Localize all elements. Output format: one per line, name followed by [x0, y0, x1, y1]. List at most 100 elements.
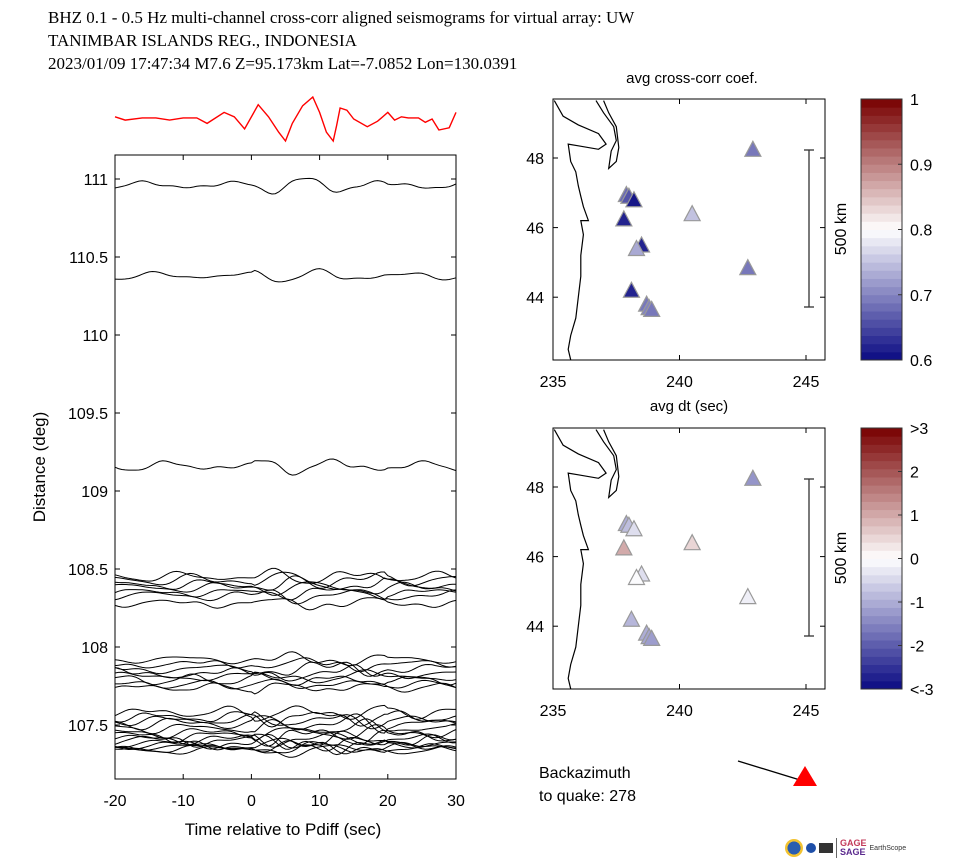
- seismogram-trace: [115, 678, 457, 690]
- backazimuth-label: Backazimuth: [539, 765, 631, 782]
- station-triangle: [622, 609, 641, 627]
- seismogram-trace: [114, 458, 457, 476]
- y-tick-label: 109: [81, 484, 108, 501]
- colorbar-swatch: [861, 574, 902, 584]
- seismogram-trace: [114, 682, 457, 695]
- colorbar-swatch: [861, 550, 902, 559]
- map-x-tick-label: 240: [666, 374, 693, 391]
- station-triangle: [738, 258, 757, 276]
- colorbar-swatch: [861, 302, 902, 312]
- colorbar-swatch: [861, 123, 902, 133]
- colorbar-tick-label: 0.9: [910, 157, 932, 174]
- colorbar-swatch: [861, 294, 902, 304]
- map-y-tick-label: 46: [526, 550, 544, 567]
- colorbar-tick-label: 2: [910, 465, 919, 482]
- colorbar-swatch: [861, 99, 902, 108]
- x-tick-label: 10: [311, 793, 329, 810]
- x-ticks: -20 -10 0 10 20 30: [103, 155, 465, 810]
- colorbar-swatch: [861, 115, 902, 124]
- x-tick-label: -20: [103, 793, 126, 810]
- title-line-1: BHZ 0.1 - 0.5 Hz multi-channel cross-cor…: [48, 8, 635, 27]
- station-triangle: [614, 538, 633, 556]
- colorbar-swatch: [861, 501, 902, 511]
- seismogram-trace: [114, 657, 457, 673]
- seismogram-trace: [114, 740, 457, 755]
- colorbar-swatch: [861, 452, 902, 462]
- colorbar-swatch: [861, 517, 902, 527]
- colorbar-swatch: [861, 591, 902, 600]
- colorbar-swatch: [861, 286, 902, 296]
- station-triangle: [683, 533, 702, 551]
- colorbar-swatch: [861, 156, 902, 165]
- y-tick-label: 110: [82, 328, 108, 345]
- map-x-tick-label: 235: [540, 374, 567, 391]
- seismogram-trace: [114, 710, 457, 728]
- map-axes-box: [552, 98, 826, 361]
- colorbar-swatch: [861, 270, 902, 279]
- scale-bar-label: 500 km: [833, 532, 850, 584]
- nsf-logo-icon: [785, 839, 803, 857]
- seismogram-plot: -20 -10 0 10 20 30 107.5 108 108.5 109 109.5 110 11…: [30, 95, 465, 839]
- y-tick-label: 111: [84, 172, 108, 189]
- cross-corr-map: avg cross-corr coef. 235 240 245 44 46 48 500 …: [526, 70, 932, 391]
- colorbar-swatch: [861, 205, 902, 214]
- x-tick-label: -10: [172, 793, 195, 810]
- seismogram-trace: [114, 581, 457, 596]
- colorbar-swatch: [861, 534, 902, 543]
- colorbar-tick-label: 0.6: [910, 353, 932, 370]
- seismogram-trace: [114, 651, 457, 667]
- colorbar-swatch: [861, 196, 902, 206]
- x-tick-label: 30: [447, 793, 465, 810]
- colorbar-swatch: [861, 311, 902, 320]
- seismogram-trace: [114, 671, 457, 687]
- station-triangle: [627, 568, 646, 586]
- map-y-tick-label: 44: [526, 290, 544, 307]
- seismogram-trace: [114, 732, 457, 748]
- seismogram-trace: [114, 733, 457, 752]
- map-axes-box: [552, 427, 826, 690]
- seismogram-trace: [114, 724, 457, 742]
- y-tick-label: 108: [81, 640, 108, 657]
- seismogram-trace: [114, 575, 456, 591]
- colorbar-swatch: [861, 485, 902, 494]
- title-line-2: TANIMBAR ISLANDS REG., INDONESIA: [48, 31, 357, 50]
- colorbar-swatch: [861, 245, 902, 255]
- colorbar-swatch: [861, 253, 902, 263]
- colorbar-swatch: [861, 262, 902, 271]
- colorbar-tick-label: <-3: [910, 682, 934, 699]
- dt-map: avg dt (sec) 235 240 245 44 46 48 500 km <-3 -2 -…: [526, 398, 933, 720]
- x-tick-label: 0: [247, 793, 256, 810]
- trace-group: [114, 177, 457, 758]
- colorbar-swatch: [861, 213, 902, 222]
- colorbar-swatch: [861, 327, 902, 337]
- station-triangle: [627, 239, 646, 257]
- backazimuth-line: [737, 760, 801, 781]
- map2-title: avg dt (sec): [650, 398, 728, 415]
- colorbar-swatch: [861, 319, 902, 328]
- map1-title: avg cross-corr coef.: [626, 70, 758, 87]
- coastline: [553, 429, 607, 689]
- map-x-tick-label: 235: [540, 703, 567, 720]
- station-triangle: [743, 140, 762, 157]
- colorbar-swatch: [861, 107, 902, 116]
- colorbar-swatch: [861, 615, 902, 625]
- colorbar-swatch: [861, 188, 902, 198]
- station-triangle: [624, 519, 643, 537]
- colorbar-swatch: [861, 237, 902, 247]
- station-triangle: [683, 204, 702, 222]
- map-y-tick-label: 44: [526, 619, 544, 636]
- colorbar-swatch: [861, 664, 902, 674]
- y-tick-label: 109.5: [68, 406, 108, 423]
- x-tick-label: 20: [379, 793, 397, 810]
- colorbar-swatch: [861, 558, 902, 568]
- station-triangle: [622, 280, 641, 298]
- logo-divider: [836, 838, 837, 858]
- scale-bar-label: 500 km: [833, 203, 850, 255]
- colorbar-swatch: [861, 623, 902, 633]
- seismogram-trace: [114, 268, 457, 283]
- colorbar-swatch: [861, 351, 902, 361]
- colorbar-swatch: [861, 139, 902, 149]
- colorbar-swatch: [861, 648, 902, 657]
- colorbar-swatch: [861, 493, 902, 502]
